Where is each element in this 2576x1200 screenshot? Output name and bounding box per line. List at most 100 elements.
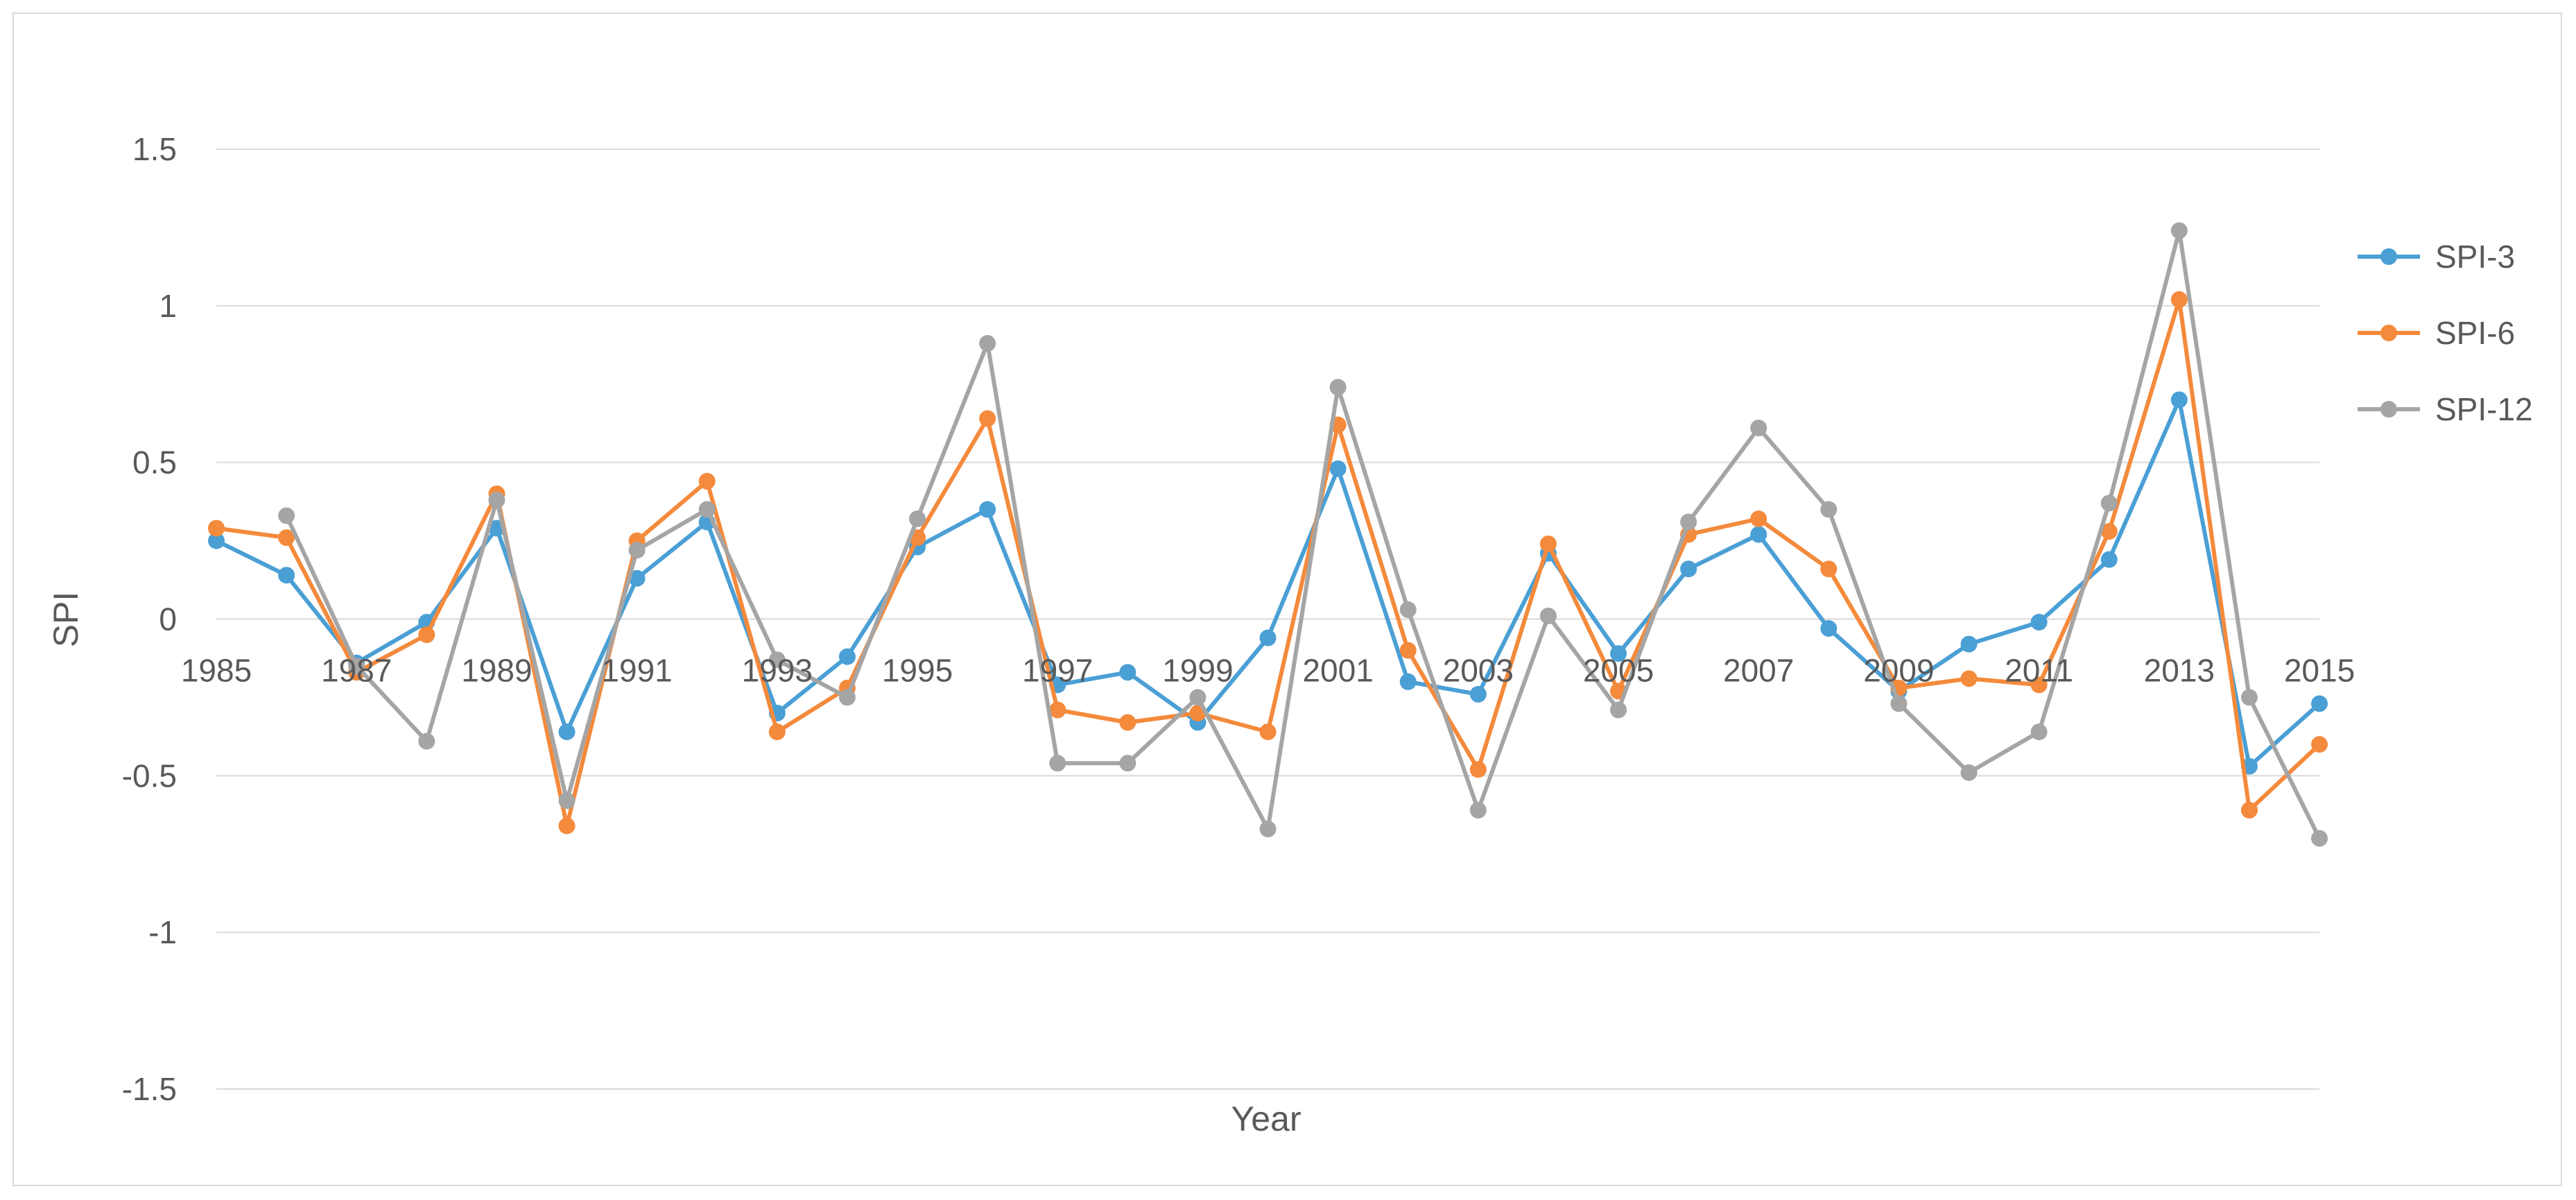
data-point [558,723,576,741]
y-tick-label: 1 [159,288,177,324]
data-point [698,501,716,518]
data-point [628,569,646,587]
data-point [2100,551,2118,568]
data-point [1960,635,1978,653]
data-point [2100,495,2118,512]
data-point [768,651,786,669]
data-point [1960,764,1978,781]
data-point [1399,601,1417,618]
legend-item: SPI-3 [2358,239,2515,275]
legend-swatch-marker [2380,248,2397,265]
x-tick-label: 2001 [1302,653,1373,689]
data-point [2030,723,2048,741]
legend-label: SPI-3 [2435,239,2515,275]
data-point [2100,523,2118,540]
series-layer [208,222,2328,847]
x-tick-label: 1991 [601,653,672,689]
data-point [1119,755,1136,772]
data-point [1680,513,1697,531]
data-point [278,567,295,584]
data-point [2170,222,2188,239]
data-point [768,723,786,741]
x-tick-label: 1995 [882,653,953,689]
data-point [1329,379,1347,396]
data-point [698,472,716,490]
data-point [558,792,576,809]
gridlines [216,148,2319,1090]
series-line [216,297,2322,828]
data-point [2030,676,2048,694]
x-tick-label: 1989 [461,653,532,689]
legend-label: SPI-6 [2435,315,2515,351]
y-axis-title: SPI [46,592,85,648]
y-tick-label: -0.5 [122,757,177,794]
chart-frame [12,12,2562,1186]
data-point [1469,761,1487,778]
data-point [1680,560,1697,578]
data-point [2170,291,2188,308]
x-tick-label: 2005 [1583,653,1654,689]
data-point [1189,689,1207,706]
legend: SPI-3 SPI-6 SPI-12 [2358,239,2533,427]
y-tick-label: -1 [148,914,177,950]
data-point [2311,736,2328,753]
data-point [2240,689,2258,706]
data-point [909,510,926,527]
y-tick-label: 1.5 [132,131,177,167]
x-tick-label: 1987 [321,653,392,689]
data-point [348,658,365,675]
series-spi-3 [208,391,2328,775]
x-tick-label: 1999 [1162,653,1233,689]
data-point [2311,830,2328,847]
data-point [1610,701,1627,719]
data-point [208,532,225,549]
data-point [628,542,646,559]
data-point [2240,802,2258,819]
x-tick-label: 2015 [2284,653,2355,689]
data-point [208,520,225,537]
data-point [1469,685,1487,703]
data-point [278,529,295,547]
y-axis-ticks: 1.5 1 0.5 0 -0.5 -1 -1.5 [122,131,177,1107]
data-point [979,335,996,352]
x-axis-ticks: 1985 1987 1989 1991 1993 1995 1997 1999 2001 2003… [181,653,2355,689]
data-point [418,732,435,750]
series-line [215,397,2321,769]
data-point [2311,695,2328,712]
data-point [558,817,576,834]
data-point [1119,664,1136,681]
legend-label: SPI-12 [2435,391,2533,427]
x-tick-label: 2003 [1443,653,1514,689]
data-point [1049,701,1066,719]
x-tick-label: 1993 [742,653,813,689]
data-point [1750,526,1767,543]
data-point [1259,821,1277,838]
x-tick-label: 1985 [181,653,252,689]
data-point [2170,391,2188,409]
legend-item: SPI-6 [2358,315,2515,351]
y-tick-label: -1.5 [122,1071,177,1107]
data-point [1890,695,1908,712]
data-point [979,501,996,518]
series-line [284,228,2322,840]
data-point [418,626,435,644]
data-point [1750,510,1767,527]
series-spi-6 [208,291,2328,834]
data-point [1469,802,1487,819]
data-point [838,648,856,665]
x-tick-label: 2007 [1723,653,1794,689]
data-point [1820,560,1838,578]
y-tick-label: 0 [159,601,177,637]
data-point [1750,419,1767,436]
data-point [1610,645,1627,662]
data-point [1539,535,1557,553]
data-point [1539,607,1557,624]
data-point [1259,723,1277,741]
series-spi-12 [278,222,2328,847]
data-point [1399,673,1417,690]
data-point [1119,714,1136,731]
data-point [2030,614,2048,631]
x-tick-label: 2009 [1863,653,1934,689]
legend-swatch-marker [2380,401,2397,418]
